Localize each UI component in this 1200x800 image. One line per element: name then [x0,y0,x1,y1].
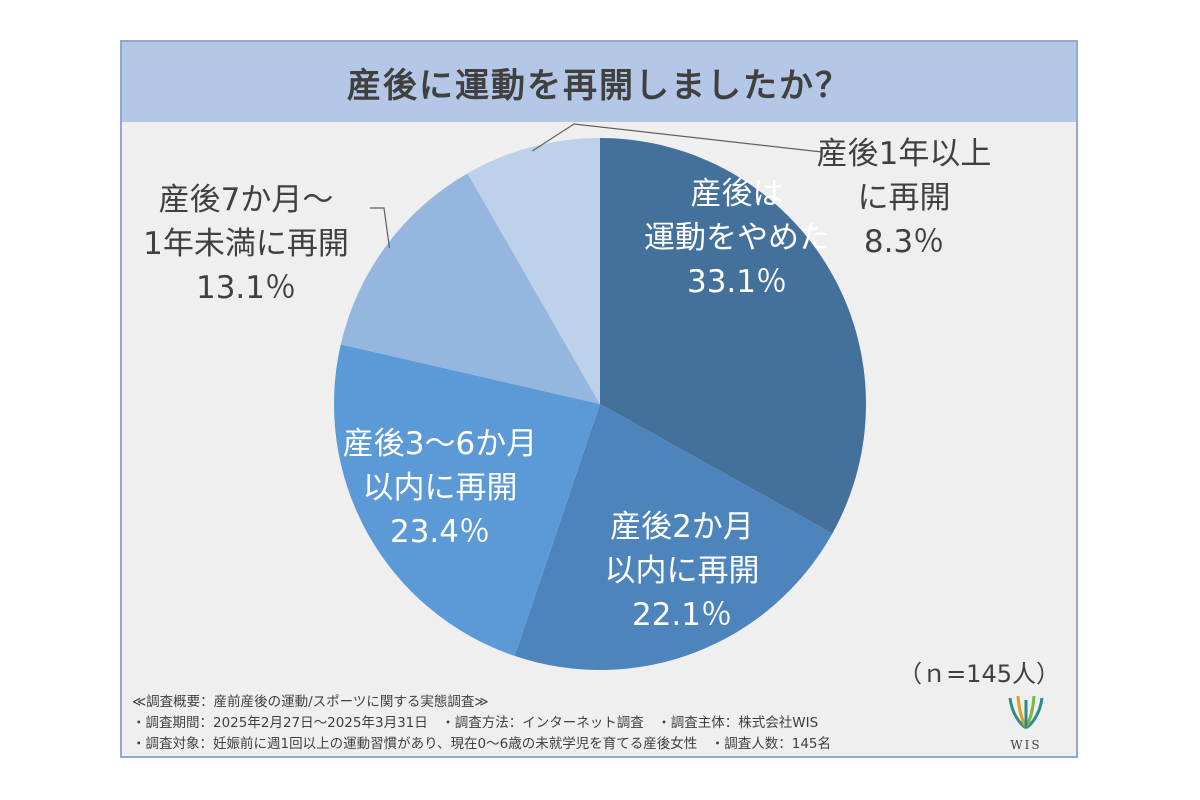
survey-footer: ≪調査概要：産前産後の運動/スポーツに関する実態調査≫ ・調査期間：2025年2… [132,692,1012,755]
wis-logo-icon [1008,695,1044,730]
slice-label: 産後1年以上に再開 8.3％ [817,136,992,260]
footer-line-overview: ≪調査概要：産前産後の運動/スポーツに関する実態調査≫ [132,694,489,710]
chart-frame: 産後に運動を再開しましたか？ 産後は運動をやめた 33.1％ 産後2か月以内に再開 2… [120,40,1078,758]
pie-chart: 産後は運動をやめた 33.1％ 産後2か月以内に再開 22.1％ 産後3〜6か月以内に再… [143,123,992,671]
pie-slice [467,138,600,404]
pie-slice [600,138,867,534]
slice-label: 産後3〜6か月以内に再開 23.4％ [343,426,537,550]
slice-label: 産後2か月以内に再開 22.1％ [605,509,760,633]
footer-line-target: ・調査対象：妊娠前に週1回以上の運動習慣があり、現在0〜6歳の未就学児を育てる産… [132,736,831,752]
pie-slice [333,344,600,656]
leader-line [532,123,823,153]
slice-label: 産後は運動をやめた 33.1％ [644,176,830,300]
pie-slice [340,173,600,404]
title-bar: 産後に運動を再開しましたか？ [122,42,1076,122]
sample-size: （ｎ=145人） [898,660,1060,688]
wis-logo: WIS [1002,694,1050,752]
footer-line-period: ・調査期間：2025年2月27日〜2025年3月31日 ・調査方法：インターネッ… [132,715,819,731]
leader-line [370,207,391,249]
chart-title: 産後に運動を再開しましたか？ [347,65,851,106]
pie-slice [514,404,833,671]
logo-text: WIS [1010,738,1042,752]
slice-label: 産後7か月〜 1年未満に再開 13.1％ [143,182,349,306]
